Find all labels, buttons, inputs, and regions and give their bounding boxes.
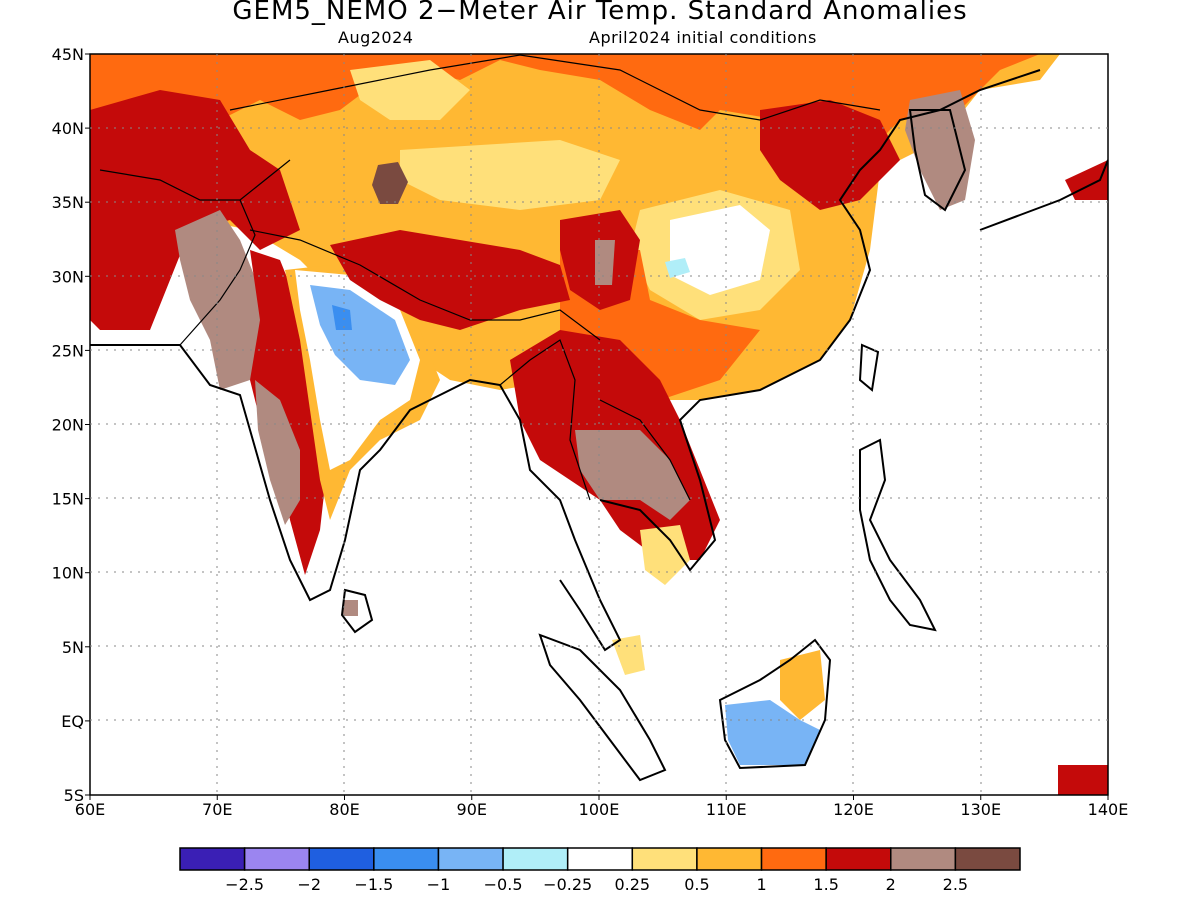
region-yellow-tarim: [400, 140, 620, 210]
lon-tick-label: 140E: [1088, 800, 1129, 819]
coast-sumatra: [538, 633, 667, 782]
border-china-north: [229, 54, 881, 121]
lat-tick-label: 10N: [52, 564, 84, 583]
colorbar-swatch: [502, 847, 569, 871]
colorbar-label: −2.5: [225, 875, 264, 894]
lat-tick-label: 35N: [52, 193, 84, 212]
lat-tick-label: 20N: [52, 416, 84, 435]
coast-borneo: [718, 638, 832, 770]
coast-korea: [908, 109, 967, 212]
region-png-red: [1058, 765, 1108, 795]
lon-tick-label: 90E: [457, 800, 487, 819]
colorbar-label: 1.5: [813, 875, 838, 894]
region-sichuan-brown: [595, 240, 615, 285]
map-title: GEM5_NEMO 2−Meter Air Temp. Standard Ano…: [232, 0, 968, 26]
lon-tick-label: 60E: [75, 800, 105, 819]
lat-tick-label: EQ: [61, 712, 84, 731]
lat-tick-label: 45N: [52, 45, 84, 64]
colorbar-label: 1: [756, 875, 766, 894]
region-sri-lanka-brown: [343, 600, 358, 616]
colorbar-label: −2: [297, 875, 321, 894]
gridlines: [90, 54, 1108, 795]
region-central-china-cool: [665, 258, 690, 278]
anomaly-fields: [90, 54, 1108, 795]
colorbar-swatch: [308, 847, 375, 871]
axis-ticks: 60E 70E 80E 90E 100E 110E 120E 130E 140E 45N 40N 35…: [52, 45, 1129, 819]
lat-tick-label: 15N: [52, 490, 84, 509]
coast-taiwan: [858, 343, 880, 392]
colorbar-swatch: [566, 847, 634, 871]
lat-tick-label: 5S: [64, 786, 84, 805]
lon-tick-label: 70E: [202, 800, 232, 819]
region-northwest-extreme: [175, 210, 270, 390]
coastlines: [90, 69, 1108, 782]
colorbar-label: 0.25: [614, 875, 650, 894]
colorbar-label: −0.5: [484, 875, 523, 894]
colorbar-label: −1: [427, 875, 451, 894]
colorbar-swatch: [243, 847, 310, 871]
region-central-china-neutral: [670, 205, 770, 295]
coast-japan: [979, 159, 1108, 231]
border-himalaya: [249, 229, 601, 341]
colorbar-label: 2.5: [943, 875, 968, 894]
colorbar-label: −0.25: [543, 875, 592, 894]
forecast-month: Aug2024: [338, 28, 414, 47]
region-north-india-coolest: [332, 305, 352, 330]
lat-tick-label: 30N: [52, 267, 84, 286]
coast-indochina: [599, 69, 1041, 572]
initial-conditions: April2024 initial conditions: [589, 28, 817, 47]
colorbar-label: −1.5: [354, 875, 393, 894]
lat-tick-label: 25N: [52, 341, 84, 360]
colorbar: −2.5 −2 −1.5 −1 −0.5 −0.25 0.25 0.5 1 1.5 2 2.5: [179, 847, 1021, 894]
border-afghan: [99, 159, 291, 201]
coast-sri-lanka: [340, 588, 374, 634]
region-korea-brown: [905, 90, 975, 210]
region-borneo-orange: [780, 650, 825, 720]
colorbar-swatch: [179, 847, 246, 871]
lat-tick-label: 40N: [52, 119, 84, 138]
coast-philippines: [859, 438, 937, 632]
country-borders: [99, 54, 881, 501]
lon-tick-label: 100E: [579, 800, 620, 819]
colorbar-swatch: [954, 847, 1021, 871]
region-sumatra-yellow: [612, 635, 645, 675]
region-northwest-hot: [90, 90, 300, 330]
colorbar-swatch: [696, 847, 763, 871]
region-west-india-red: [250, 250, 330, 575]
colorbar-swatch: [760, 847, 827, 871]
region-mekong-yellow: [640, 525, 690, 585]
colorbar-swatch: [631, 847, 698, 871]
lon-tick-label: 130E: [960, 800, 1001, 819]
colorbar-swatch: [825, 847, 892, 871]
region-borneo-cool: [725, 700, 820, 765]
region-tibet-brown-spot: [372, 162, 408, 204]
region-west-india-brown: [255, 380, 300, 525]
border-laos: [599, 399, 691, 501]
border-myanmar: [499, 339, 591, 501]
lat-tick-label: 5N: [62, 638, 84, 657]
region-yellow-mongolia: [350, 60, 470, 120]
lon-tick-label: 120E: [833, 800, 874, 819]
region-tibet-hot: [330, 230, 570, 330]
coast-india: [90, 344, 622, 652]
region-japan-red: [1065, 160, 1108, 200]
colorbar-swatch: [890, 847, 957, 871]
lon-tick-label: 110E: [706, 800, 747, 819]
border-pakistan: [179, 199, 256, 346]
colorbar-swatch: [437, 847, 504, 871]
region-orange-belt: [90, 54, 1040, 170]
colorbar-label: 2: [886, 875, 896, 894]
colorbar-swatch: [373, 847, 440, 871]
lon-tick-label: 80E: [329, 800, 359, 819]
colorbar-label: 0.5: [684, 875, 709, 894]
